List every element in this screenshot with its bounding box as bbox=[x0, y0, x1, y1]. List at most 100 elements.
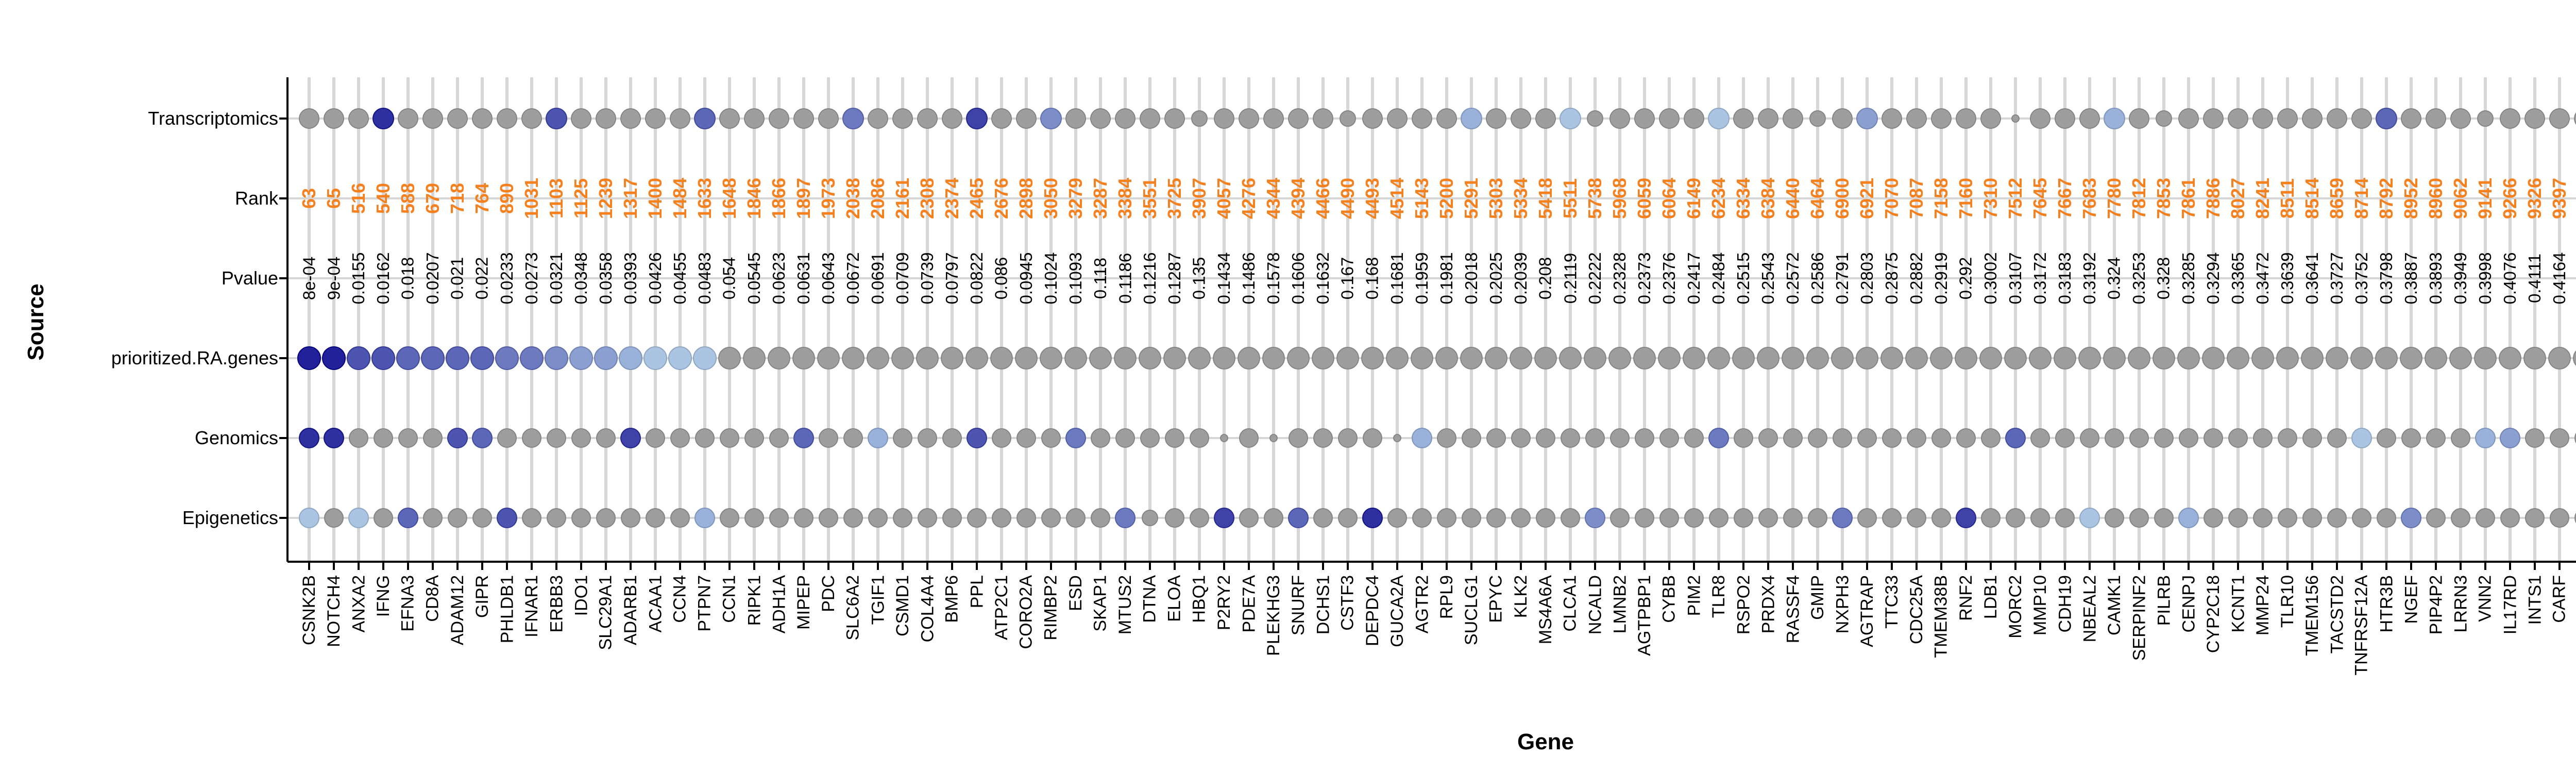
matrix-dot bbox=[2327, 428, 2347, 448]
matrix-dot bbox=[1635, 508, 1654, 528]
gene-label-text: PLEKHG3 bbox=[1264, 575, 1283, 656]
gene-label-text: TMEM38B bbox=[1931, 575, 1951, 658]
matrix-dot bbox=[1980, 108, 2001, 129]
rank-value-text: 5200 bbox=[1436, 177, 1457, 220]
matrix-dot bbox=[1338, 508, 1358, 528]
matrix-dot bbox=[1981, 428, 2001, 448]
matrix-dot bbox=[1956, 108, 1976, 129]
matrix-dot bbox=[819, 508, 838, 528]
pvalue-value-text: 0.1093 bbox=[1066, 252, 1085, 305]
gene-label-text: DEPDC4 bbox=[1363, 575, 1382, 646]
pvalue-value-text: 0.0162 bbox=[374, 252, 393, 305]
gene-label-text: SERPINF2 bbox=[2129, 575, 2149, 661]
matrix-dot bbox=[421, 346, 445, 370]
pvalue-value-text: 0.0822 bbox=[967, 252, 986, 305]
matrix-dot bbox=[992, 428, 1011, 448]
matrix-dot bbox=[2228, 108, 2248, 129]
gene-label-text: PTPN7 bbox=[695, 575, 715, 632]
gene-label-text: HTR3B bbox=[2377, 575, 2396, 633]
gene-label-text: ADARB1 bbox=[621, 575, 640, 646]
rank-value-text: 7780 bbox=[2104, 177, 2125, 220]
gene-label-text: LMNB2 bbox=[1610, 575, 1630, 634]
matrix-dot bbox=[2278, 508, 2297, 528]
gene-label-text: PRDX4 bbox=[1758, 575, 1778, 634]
matrix-dot bbox=[2179, 428, 2198, 448]
matrix-dot bbox=[1832, 108, 1853, 129]
matrix-dot bbox=[1979, 347, 2002, 369]
matrix-dot bbox=[472, 508, 492, 528]
matrix-dot bbox=[1882, 108, 1902, 129]
rank-value-text: 1400 bbox=[645, 177, 666, 220]
gene-label-text: ESD bbox=[1066, 575, 1086, 611]
pvalue-value-text: 0.0623 bbox=[769, 252, 788, 305]
matrix-dot bbox=[1016, 108, 1037, 129]
matrix-dot bbox=[1831, 347, 1854, 369]
pvalue-value-text: 0.3639 bbox=[2278, 252, 2297, 305]
matrix-dot bbox=[693, 346, 717, 370]
matrix-dot bbox=[398, 508, 418, 528]
matrix-dot bbox=[792, 347, 815, 369]
rank-value-text: 3384 bbox=[1114, 177, 1136, 220]
pvalue-value-text: 0.2373 bbox=[1635, 252, 1654, 305]
gene-label-text: MMP24 bbox=[2253, 575, 2273, 636]
gene-label-text: IL17RD bbox=[2500, 575, 2520, 635]
gene-label-text: INTS1 bbox=[2525, 575, 2545, 625]
pvalue-value-text: 0.0393 bbox=[621, 252, 640, 305]
matrix-dot bbox=[620, 108, 641, 129]
matrix-dot bbox=[1461, 108, 1482, 129]
rank-value-text: 6900 bbox=[1832, 177, 1853, 220]
matrix-dot bbox=[2450, 108, 2471, 129]
matrix-dot bbox=[1040, 347, 1062, 369]
matrix-dot bbox=[1139, 347, 1161, 369]
matrix-dot bbox=[1041, 508, 1061, 528]
matrix-dot bbox=[769, 508, 789, 528]
pvalue-value-text: 8e-04 bbox=[299, 256, 318, 300]
rank-value-text: 7160 bbox=[1955, 177, 1976, 220]
matrix-dot bbox=[967, 508, 987, 528]
pvalue-value-text: 0.168 bbox=[1363, 257, 1382, 300]
pvalue-value-text: 0.2875 bbox=[1882, 252, 1901, 305]
matrix-dot bbox=[2030, 508, 2050, 528]
matrix-dot bbox=[2302, 508, 2322, 528]
matrix-dot bbox=[2301, 347, 2324, 369]
matrix-dot bbox=[2499, 347, 2521, 369]
rank-value-text: 1103 bbox=[546, 178, 567, 219]
pvalue-value-text: 0.0709 bbox=[893, 252, 912, 305]
matrix-dot bbox=[547, 428, 566, 448]
pvalue-value-text: 0.0945 bbox=[1016, 252, 1036, 305]
rank-value-text: 1317 bbox=[620, 177, 641, 220]
matrix-dot bbox=[1610, 428, 1630, 448]
pvalue-value-text: 0.3183 bbox=[2055, 252, 2074, 305]
gene-label-text: PIP4P2 bbox=[2426, 575, 2446, 635]
rank-value-text: 6464 bbox=[1807, 177, 1828, 220]
matrix-dot bbox=[2004, 347, 2027, 369]
rank-value-text: 2161 bbox=[892, 177, 913, 220]
matrix-dot bbox=[1386, 347, 1409, 369]
matrix-dot bbox=[1140, 108, 1160, 129]
matrix-dot bbox=[520, 346, 544, 370]
rank-value-text: 1648 bbox=[719, 177, 740, 220]
matrix-dot bbox=[1142, 510, 1158, 526]
matrix-dot bbox=[2350, 347, 2373, 369]
matrix-dot bbox=[1190, 508, 1209, 528]
pvalue-value-text: 0.0348 bbox=[571, 252, 590, 305]
pvalue-value-text: 0.2376 bbox=[1659, 252, 1679, 305]
pvalue-value-text: 0.3285 bbox=[2179, 252, 2198, 305]
pvalue-value-text: 0.0643 bbox=[819, 252, 838, 305]
rank-value-text: 4344 bbox=[1263, 177, 1284, 220]
pvalue-value-text: 0.3192 bbox=[2080, 252, 2099, 305]
matrix-dot bbox=[1758, 428, 1778, 448]
matrix-dot bbox=[596, 108, 616, 129]
matrix-dot bbox=[2204, 428, 2223, 448]
matrix-dot bbox=[916, 347, 939, 369]
rank-value-text: 6921 bbox=[1856, 177, 1877, 220]
matrix-dot bbox=[1609, 108, 1630, 129]
gene-label-text: CDH19 bbox=[2055, 575, 2075, 633]
pvalue-value-text: 0.1578 bbox=[1264, 252, 1283, 305]
matrix-dot bbox=[347, 346, 370, 370]
gene-label-text: DTNA bbox=[1140, 575, 1160, 623]
rank-value-text: 9397 bbox=[2549, 177, 2570, 220]
pvalue-value-text: 0.3752 bbox=[2352, 252, 2371, 305]
matrix-dot bbox=[2302, 428, 2322, 448]
matrix-dot bbox=[2178, 508, 2199, 528]
